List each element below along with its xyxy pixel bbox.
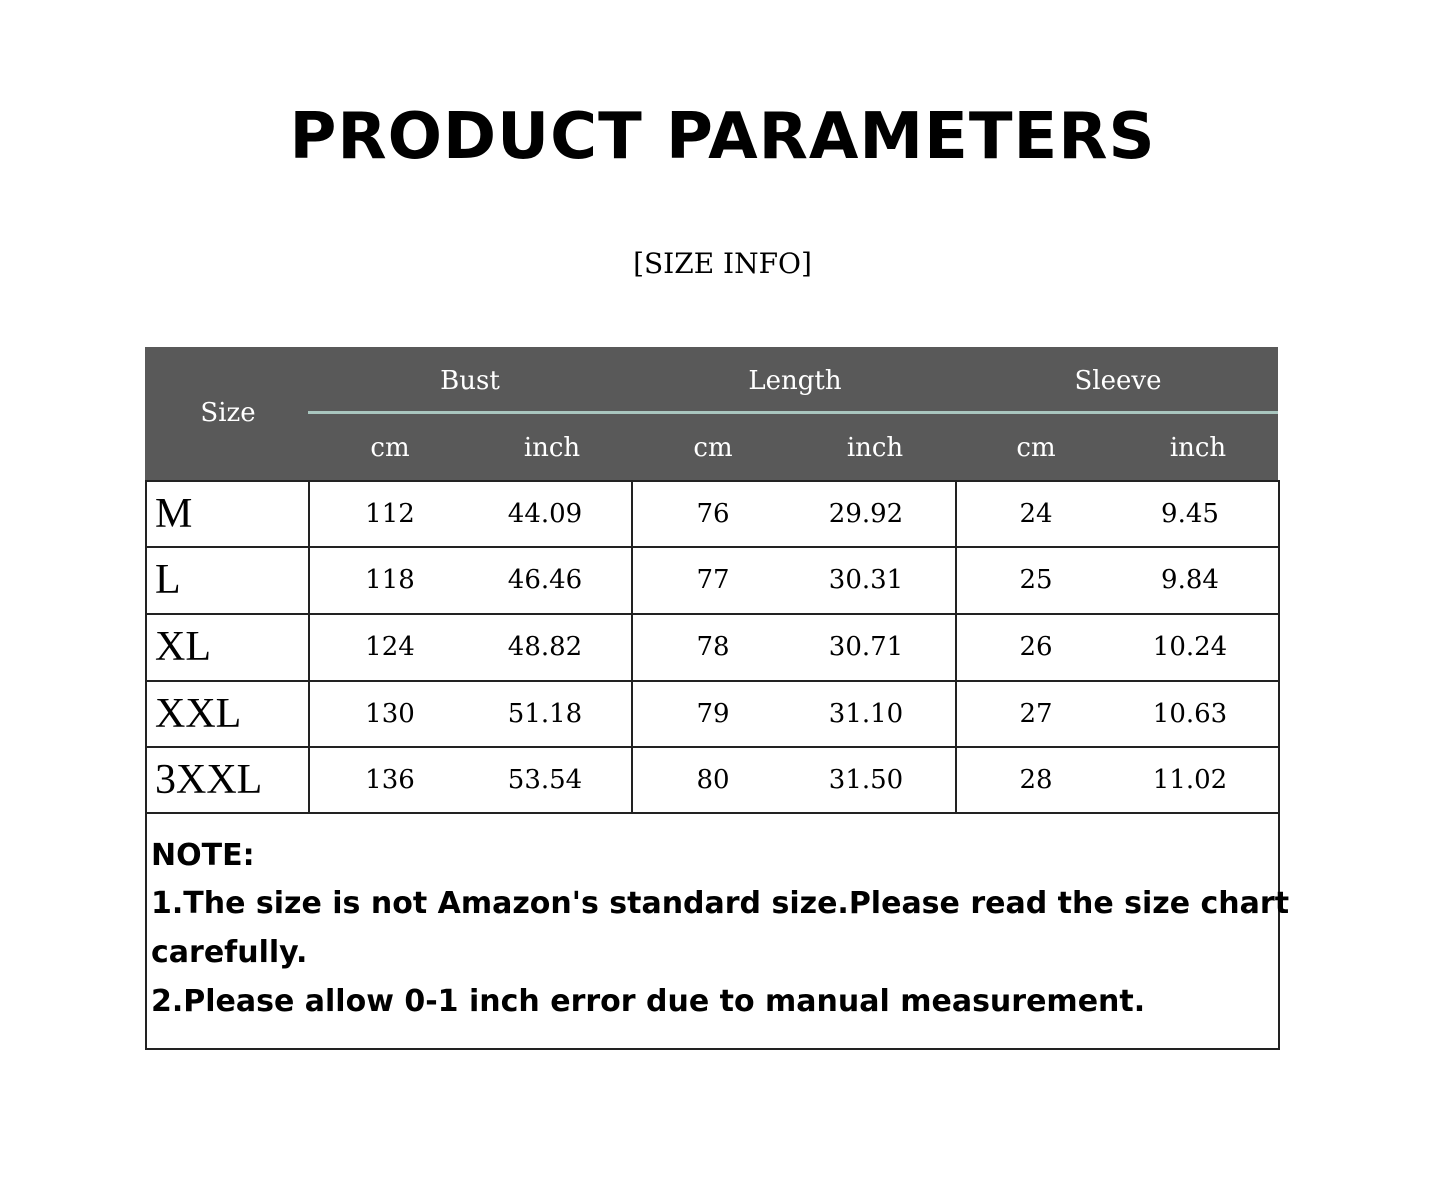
column-divider: [955, 480, 957, 813]
note-heading: NOTE:: [151, 838, 255, 873]
table-body: [145, 480, 1280, 1050]
note-line: 2.Please allow 0-1 inch error due to man…: [151, 984, 1146, 1019]
table-cell: 26: [1019, 632, 1053, 662]
table-cell: 9.45: [1161, 499, 1219, 529]
table-cell: 51.18: [507, 699, 583, 729]
unit-header: cm: [693, 433, 733, 463]
row-divider: [145, 613, 1278, 615]
table-cell: 25: [1019, 565, 1053, 595]
size-header: Size: [200, 398, 256, 428]
header-divider: [308, 411, 1278, 414]
subtitle: [SIZE INFO]: [633, 247, 812, 280]
row-divider: [145, 680, 1278, 682]
size-label: 3XXL: [155, 757, 263, 803]
note-line: carefully.: [151, 935, 308, 970]
table-cell: 29.92: [828, 499, 904, 529]
page-title: PRODUCT PARAMETERS: [289, 100, 1156, 174]
table-cell: 136: [365, 765, 415, 795]
table-cell: 11.02: [1152, 765, 1228, 795]
table-cell: 124: [365, 632, 415, 662]
table-cell: 24: [1019, 499, 1053, 529]
unit-header: cm: [370, 433, 410, 463]
unit-header: inch: [846, 433, 904, 463]
table-cell: 28: [1019, 765, 1053, 795]
table-cell: 27: [1019, 699, 1053, 729]
size-label: M: [155, 491, 193, 537]
table-cell: 31.10: [828, 699, 904, 729]
table-cell: 79: [696, 699, 730, 729]
table-cell: 30.31: [828, 565, 904, 595]
size-label: XL: [155, 624, 211, 670]
size-label: XXL: [155, 691, 242, 737]
table-cell: 76: [696, 499, 730, 529]
unit-header: inch: [523, 433, 581, 463]
table-cell: 53.54: [507, 765, 583, 795]
row-divider: [145, 812, 1278, 814]
table-cell: 46.46: [507, 565, 583, 595]
table-cell: 48.82: [507, 632, 583, 662]
table-cell: 31.50: [828, 765, 904, 795]
table-cell: 10.24: [1152, 632, 1228, 662]
table-cell: 44.09: [507, 499, 583, 529]
row-divider: [145, 546, 1278, 548]
unit-header: inch: [1169, 433, 1227, 463]
table-cell: 30.71: [828, 632, 904, 662]
row-divider: [145, 746, 1278, 748]
table-cell: 9.84: [1161, 565, 1219, 595]
table-cell: 80: [696, 765, 730, 795]
table-cell: 130: [365, 699, 415, 729]
note-line: 1.The size is not Amazon's standard size…: [151, 886, 1290, 921]
size-label: L: [155, 557, 181, 603]
table-cell: 118: [365, 565, 415, 595]
table-cell: 78: [696, 632, 730, 662]
group-header-sleeve: Sleeve: [1074, 366, 1162, 396]
table-cell: 10.63: [1152, 699, 1228, 729]
group-header-bust: Bust: [440, 366, 500, 396]
table-cell: 112: [365, 499, 415, 529]
unit-header: cm: [1016, 433, 1056, 463]
column-divider: [631, 480, 633, 813]
table-cell: 77: [696, 565, 730, 595]
column-divider: [308, 480, 310, 813]
group-header-length: Length: [748, 366, 842, 396]
